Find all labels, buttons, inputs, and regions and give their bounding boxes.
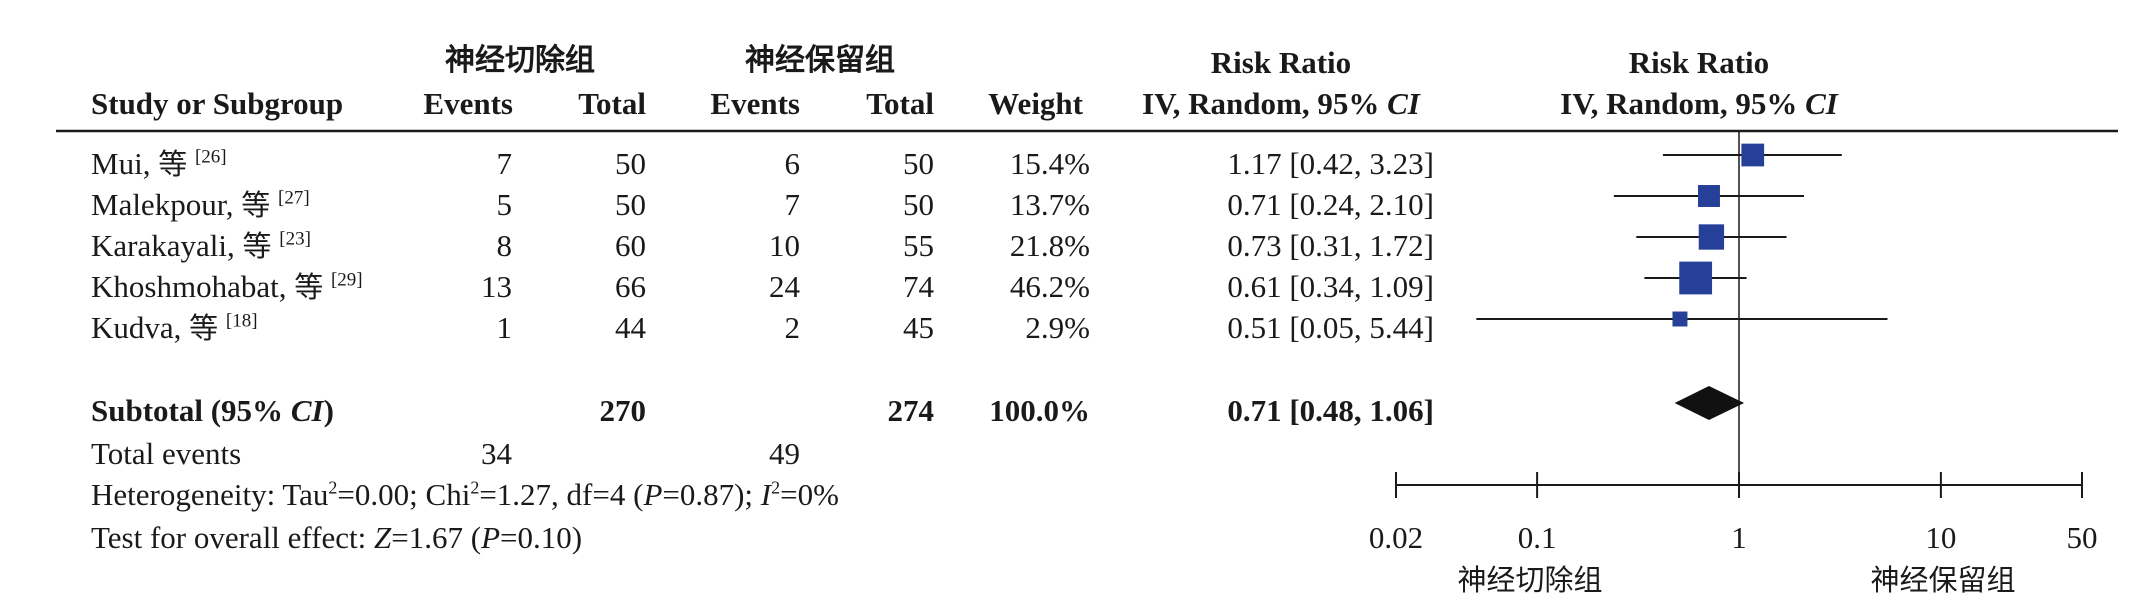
events2-value: 10: [769, 228, 800, 263]
study-marker: [1697, 185, 1720, 207]
effect-header-line1: Risk Ratio: [1210, 45, 1352, 80]
events2-column-header: Events: [710, 86, 800, 121]
ci-value: 0.71 [0.24, 2.10]: [1227, 187, 1434, 222]
total1-value: 66: [615, 269, 646, 304]
events2-value: 6: [784, 146, 801, 181]
events1-value: 1: [496, 310, 513, 345]
heterogeneity-stats: Heterogeneity: Tau2=0.00; Chi2=1.27, df=…: [91, 477, 839, 512]
subtotal-total2: 274: [887, 393, 935, 428]
total1-value: 44: [615, 310, 646, 345]
subtotal-label: Subtotal (95% CI): [91, 393, 334, 428]
group2-header: 神经保留组: [745, 43, 895, 78]
x-axis-tick-label: 0.1: [1518, 520, 1557, 555]
subtotal-ci: 0.71 [0.48, 1.06]: [1227, 393, 1434, 428]
events1-value: 13: [481, 269, 512, 304]
weight-value: 13.7%: [1009, 187, 1090, 222]
ci-value: 0.73 [0.31, 1.72]: [1227, 228, 1434, 263]
ci-value: 0.51 [0.05, 5.44]: [1227, 310, 1434, 345]
total2-value: 74: [903, 269, 934, 304]
study-name: Karakayali, 等 [23]: [91, 228, 311, 263]
events2-value: 24: [769, 269, 800, 304]
events1-value: 8: [496, 228, 513, 263]
study-marker: [1679, 261, 1713, 295]
study-marker: [1741, 143, 1765, 167]
effect-header-line2: IV, Random, 95% CI: [1142, 86, 1420, 121]
study-name: Khoshmohabat, 等 [29]: [91, 269, 363, 304]
total1-value: 60: [615, 228, 646, 263]
events1-value: 5: [496, 187, 513, 222]
total2-value: 50: [903, 146, 934, 181]
study-name: Mui, 等 [26]: [91, 146, 227, 181]
total1-value: 50: [615, 187, 646, 222]
study-marker: [1672, 311, 1688, 327]
ci-value: 0.61 [0.34, 1.09]: [1227, 269, 1434, 304]
total1-value: 50: [615, 146, 646, 181]
x-axis-tick-label: 0.02: [1369, 520, 1423, 555]
weight-value: 2.9%: [1025, 310, 1090, 345]
plot-header-line2: IV, Random, 95% CI: [1560, 86, 1838, 121]
ci-value: 1.17 [0.42, 3.23]: [1227, 146, 1434, 181]
total-events2: 49: [769, 436, 800, 471]
overall-effect-test: Test for overall effect: Z=1.67 (P=0.10): [91, 520, 583, 555]
total2-value: 55: [903, 228, 934, 263]
summary-diamond: [1674, 386, 1745, 420]
events2-value: 2: [784, 310, 801, 345]
weight-value: 15.4%: [1009, 146, 1090, 181]
total2-column-header: Total: [866, 86, 934, 121]
events2-value: 7: [784, 187, 801, 222]
x-axis-tick-label: 50: [2067, 520, 2098, 555]
study-column-header: Study or Subgroup: [91, 86, 344, 121]
x-axis-tick-label: 10: [1925, 520, 1956, 555]
study-name: Malekpour, 等 [27]: [91, 187, 310, 222]
axis-left-group-label: 神经切除组: [1457, 563, 1603, 597]
subtotal-weight: 100.0%: [989, 393, 1090, 428]
axis-right-group-label: 神经保留组: [1870, 563, 2016, 597]
total-events-label: Total events: [91, 436, 242, 471]
weight-value: 21.8%: [1009, 228, 1090, 263]
total2-value: 50: [903, 187, 934, 222]
x-axis-tick-label: 1: [1731, 520, 1747, 555]
group1-header: 神经切除组: [445, 43, 595, 78]
total1-column-header: Total: [578, 86, 646, 121]
study-name: Kudva, 等 [18]: [91, 310, 258, 345]
subtotal-total1: 270: [599, 393, 647, 428]
weight-column-header: Weight: [988, 86, 1083, 121]
events1-column-header: Events: [423, 86, 513, 121]
events1-value: 7: [496, 146, 513, 181]
total2-value: 45: [903, 310, 934, 345]
study-marker: [1698, 224, 1725, 250]
plot-header-line1: Risk Ratio: [1628, 45, 1770, 80]
weight-value: 46.2%: [1009, 269, 1090, 304]
total-events1: 34: [481, 436, 512, 471]
